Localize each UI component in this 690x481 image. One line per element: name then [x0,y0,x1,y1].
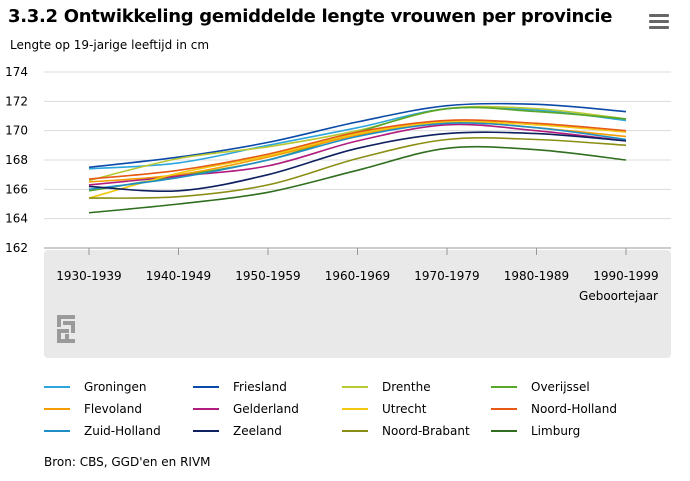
series-line-noord-brabant[interactable] [88,137,627,199]
series-line-friesland[interactable] [88,102,627,169]
legend-item[interactable]: Noord-Brabant [342,424,470,438]
x-tick-label: 1960-1969 [325,269,390,283]
legend-label: Utrecht [382,402,427,416]
legend-item[interactable]: Gelderland [193,402,299,416]
series-line-gelderland[interactable] [88,123,627,186]
x-tick-label: 1980-1989 [504,269,569,283]
legend-item[interactable]: Zeeland [193,424,282,438]
legend-swatch [491,430,517,432]
legend-label: Friesland [233,380,287,394]
x-tick-label: 1970-1979 [414,269,479,283]
legend-swatch [342,386,368,388]
legend-label: Drenthe [382,380,431,394]
legend-swatch [44,430,70,432]
y-tick-label: 168 [5,153,28,167]
legend-item[interactable]: Friesland [193,380,287,394]
x-tick-label: 1940-1949 [146,269,211,283]
y-tick-label: 170 [5,124,28,138]
series-line-noord-holland[interactable] [88,119,627,180]
series-line-zuid-holland[interactable] [88,122,627,191]
y-tick-label: 166 [5,182,28,196]
legend-swatch [193,386,219,388]
legend-label: Zeeland [233,424,282,438]
hamburger-menu-icon[interactable] [649,14,669,32]
legend-swatch [342,430,368,432]
series-line-groningen[interactable] [88,106,627,170]
legend-swatch [491,408,517,410]
x-axis-band [44,250,671,358]
series-line-zeeland[interactable] [88,131,627,192]
y-tick-label: 172 [5,94,28,108]
legend-swatch [193,408,219,410]
legend-label: Groningen [84,380,147,394]
cbs-logo-icon [57,315,75,343]
series-line-limburg[interactable] [88,145,627,214]
y-axis-title: Lengte op 19-jarige leeftijd in cm [10,38,210,52]
legend-item[interactable]: Flevoland [44,402,142,416]
legend-swatch [342,408,368,410]
line-chart: 162 164 166 168 170 172 174 1930-1939 1940-1949… [5,65,671,358]
legend-label: Zuid-Holland [84,424,161,438]
legend-swatch [44,386,70,388]
legend-item[interactable]: Drenthe [342,380,431,394]
legend-item[interactable]: Utrecht [342,402,426,416]
legend-swatch [491,386,517,388]
legend-item[interactable]: Groningen [44,380,146,394]
legend-swatch [193,430,219,432]
legend-label: Noord-Holland [531,402,617,416]
legend-item[interactable]: Zuid-Holland [44,424,161,438]
legend-label: Limburg [531,424,581,438]
legend-label: Noord-Brabant [382,424,470,438]
legend-item[interactable]: Overijssel [491,380,590,394]
y-tick-label: 162 [5,241,28,255]
legend-swatch [44,408,70,410]
x-tick-label: 1950-1959 [235,269,300,283]
legend-label: Overijssel [531,380,590,394]
x-tick-label: 1990-1999 [593,269,658,283]
series-line-utrecht[interactable] [88,120,627,199]
y-tick-label: 174 [5,65,28,79]
legend-label: Gelderland [233,402,299,416]
x-tick-label: 1930-1939 [56,269,121,283]
source-note: Bron: CBS, GGD'en en RIVM [44,455,211,469]
page-title: 3.3.2 Ontwikkeling gemiddelde lengte vro… [8,6,613,27]
legend-item[interactable]: Noord-Holland [491,402,617,416]
y-tick-label: 164 [5,212,28,226]
legend-item[interactable]: Limburg [491,424,580,438]
series-line-drenthe[interactable] [88,105,627,182]
x-axis-title: Geboortejaar [579,289,658,303]
legend-label: Flevoland [84,402,142,416]
